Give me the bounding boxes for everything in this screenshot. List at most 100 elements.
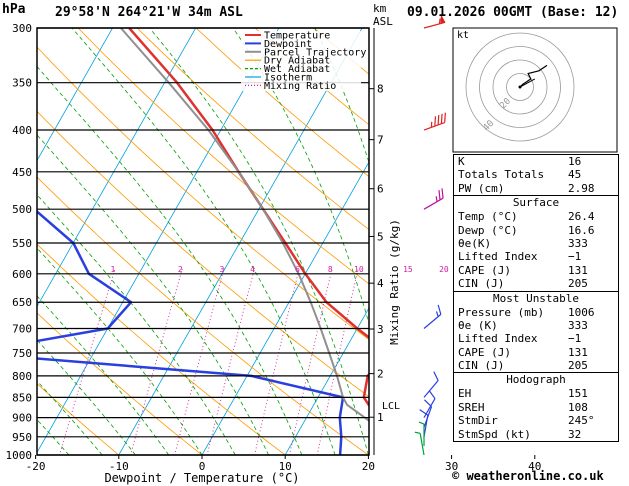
hodo-row: SREH 108 <box>458 400 588 414</box>
km-tick-label: 4 <box>377 277 384 290</box>
pressure-tick-label: 700 <box>12 323 32 336</box>
dry-adiabat <box>37 312 203 455</box>
mixing-ratio-line <box>316 267 359 455</box>
asl-axis-label: ASL <box>373 15 393 28</box>
barb-staff <box>423 21 446 29</box>
mixing-ratio-label: 10 <box>354 265 364 274</box>
mixing-ratio-axis-title: Mixing Ratio (g/kg) <box>388 219 401 345</box>
barb-staff <box>423 313 442 329</box>
barb-staff <box>423 121 445 131</box>
barb-half-feather <box>430 121 433 128</box>
surface-row: Lifted Index −1 <box>458 250 582 264</box>
barb-staff <box>423 380 439 398</box>
wet-adiabat <box>37 380 103 455</box>
location-title: 29°58'N 264°21'W 34m ASL <box>55 5 243 20</box>
mu-row: θe (K) 333 <box>458 318 588 332</box>
hodograph-section: Hodograph EH 151 SREH 108 StmDir 245° StmSp… <box>454 372 618 441</box>
barb-staff <box>423 197 444 210</box>
pressure-tick-label: 800 <box>12 370 32 383</box>
pressure-tick-label: 900 <box>12 412 32 425</box>
pressure-tick-label: 650 <box>12 296 32 309</box>
surface-row: θe(K) 333 <box>458 236 588 250</box>
x-tick-label: -10 <box>109 460 129 473</box>
indices-table: K 16 Totals Totals 45 PW (cm) 2.98 Surface … <box>453 154 619 443</box>
hodograph-center <box>518 85 522 89</box>
pressure-tick-label: 350 <box>12 77 32 90</box>
pressure-tick-label: 850 <box>12 391 32 404</box>
barb-feather <box>433 371 439 381</box>
dry-adiabat <box>37 46 369 341</box>
mixing-ratio-line <box>368 454 369 455</box>
x-tick-label: 30 <box>445 460 458 473</box>
barb-feather <box>440 113 443 124</box>
dry-adiabat <box>37 383 120 455</box>
isotherm-line <box>37 28 113 162</box>
mu-row: Pressure (mb) 1006 <box>458 305 595 319</box>
km-tick-label: 7 <box>377 134 384 147</box>
surface-row: Dewp (°C) 16.6 <box>458 223 595 237</box>
pressure-tick-label: 450 <box>12 166 32 179</box>
wind-barb <box>423 399 433 428</box>
barb-feather <box>424 399 432 408</box>
hodo-row: StmSpd (kt) 32 <box>458 427 582 441</box>
wet-adiabat <box>37 339 136 455</box>
index-row: Totals Totals 45 <box>458 168 582 182</box>
wind-barb <box>419 409 429 437</box>
dewpoint-line <box>37 209 345 455</box>
wet-adiabat <box>37 247 203 455</box>
mixing-ratio-label: 15 <box>403 265 413 274</box>
x-tick-label: 20 <box>362 460 375 473</box>
dry-adiabat <box>37 110 369 398</box>
hodograph-trace <box>519 64 548 88</box>
dry-adiabat <box>77 28 369 285</box>
km-tick-label: 8 <box>377 83 384 96</box>
pressure-tick-label: 1000 <box>6 449 33 462</box>
legend-label: Wet Adiabat <box>264 64 330 75</box>
barb-feather <box>437 115 440 125</box>
pressure-tick-label: 950 <box>12 431 32 444</box>
lcl-label: LCL <box>382 401 400 412</box>
barb-half-feather <box>435 196 438 202</box>
barb-feather <box>437 304 442 315</box>
mixing-ratio-line <box>59 267 116 455</box>
mixing-ratio-label: 6 <box>295 265 300 274</box>
dry-adiabat <box>37 176 369 455</box>
x-axis-title: Dewpoint / Temperature (°C) <box>104 471 299 485</box>
wind-barb <box>423 188 444 210</box>
legend-label: Dewpoint <box>264 39 312 50</box>
barb-feather <box>419 409 429 416</box>
pressure-tick-label: 500 <box>12 203 32 216</box>
storm-motion-vector <box>519 78 536 88</box>
datetime-title: 09.01.2026 00GMT (Base: 12) <box>407 5 619 20</box>
barb-staff <box>419 433 425 456</box>
hodograph-ring <box>479 46 561 128</box>
hodograph-ring <box>506 73 534 101</box>
km-tick-label: 1 <box>377 411 384 424</box>
barb-half-feather <box>418 421 425 425</box>
mixing-ratio-label: 1 <box>110 265 115 274</box>
wet-adiabat <box>37 134 269 455</box>
pressure-tick-label: 400 <box>12 124 32 137</box>
mixing-ratio-label: 2 <box>178 265 183 274</box>
dry-adiabat <box>195 28 369 178</box>
mixing-ratio-label: 3 <box>220 265 225 274</box>
pressure-tick-label: 300 <box>12 22 32 35</box>
most-unstable-section: Most Unstable Pressure (mb) 1006 θe (K) 33… <box>454 290 618 373</box>
km-tick-label: 2 <box>377 368 384 381</box>
hodograph-unit-label: kt <box>457 30 469 41</box>
wet-adiabat <box>37 295 170 455</box>
legend-label: Mixing Ratio <box>264 81 336 92</box>
hodo-row: StmDir 245° <box>458 414 595 428</box>
wind-barb <box>423 14 446 29</box>
wind-barb <box>414 431 425 456</box>
plot-frame <box>36 27 370 456</box>
mixing-ratio-label: 4 <box>250 265 255 274</box>
km-axis-label: km <box>373 2 387 15</box>
x-tick-label: -20 <box>26 460 46 473</box>
wind-barb <box>418 421 425 447</box>
x-tick-label: 0 <box>199 460 206 473</box>
legend-label: Temperature <box>264 31 330 42</box>
wind-barb <box>423 371 439 398</box>
barb-half-feather <box>414 431 421 434</box>
